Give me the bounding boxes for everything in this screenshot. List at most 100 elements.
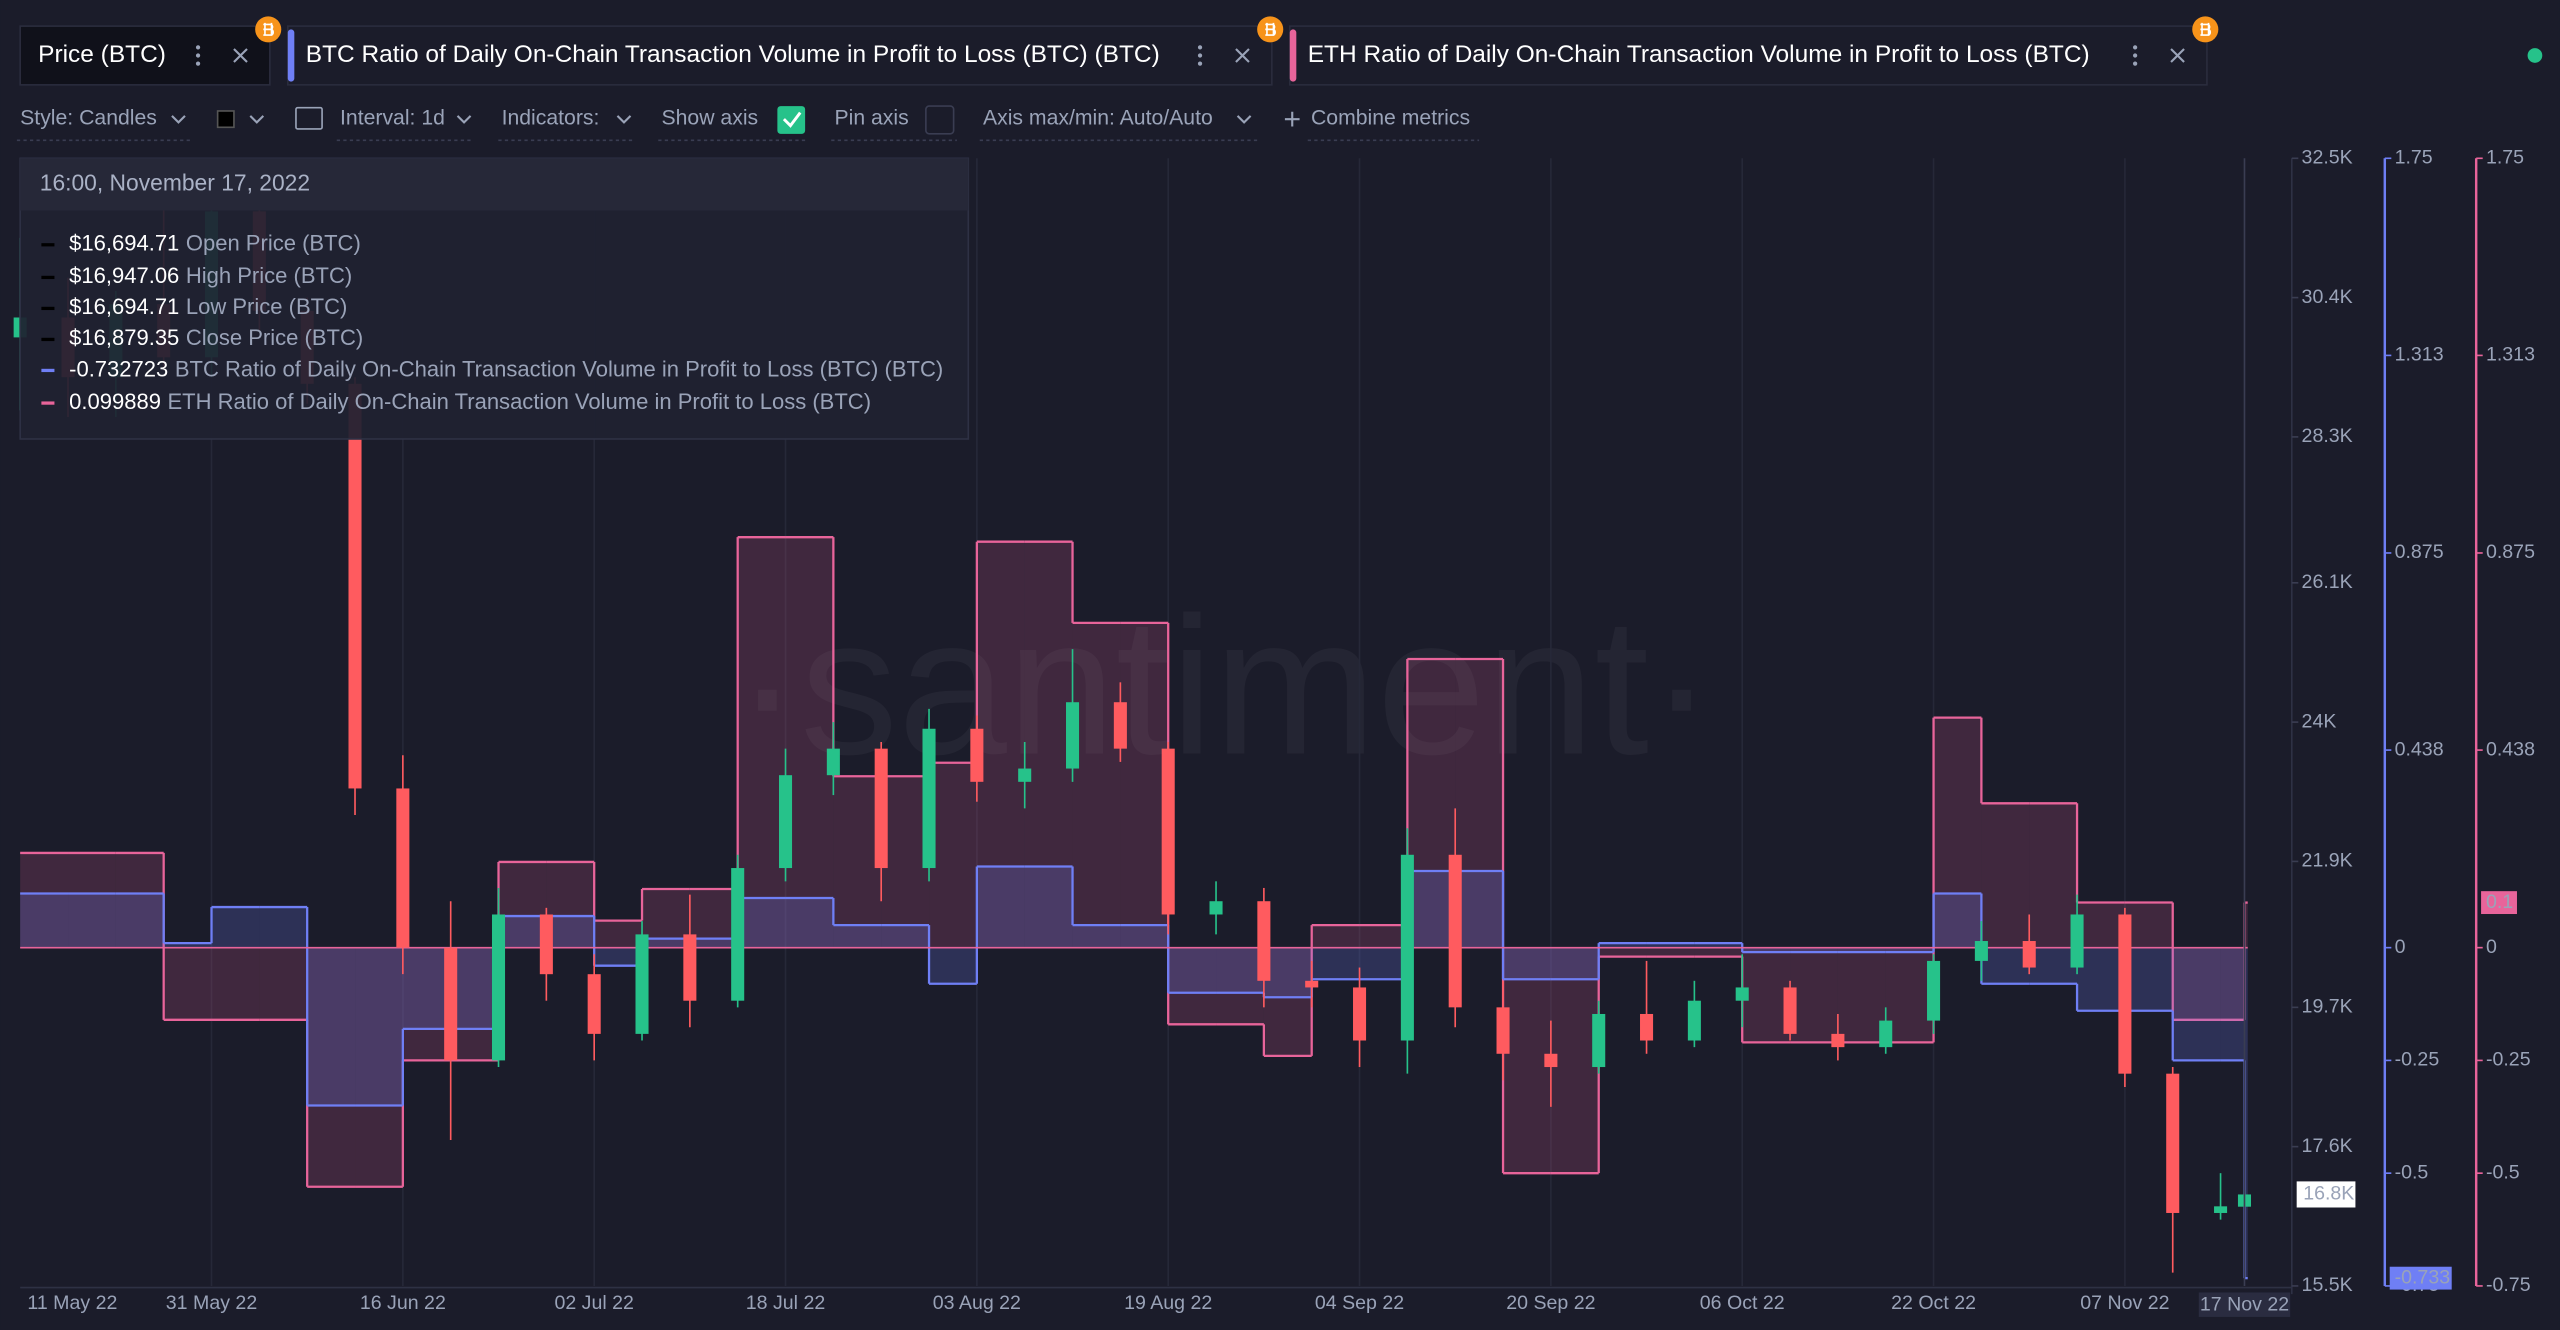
tab-close[interactable] <box>1235 48 1250 63</box>
tab-menu-dot <box>195 61 201 66</box>
ratio-area <box>785 537 834 948</box>
ratio-area <box>2244 947 2248 1279</box>
ratio-area <box>737 537 786 948</box>
toolbar-item[interactable]: Style: Candles <box>20 107 157 130</box>
tooltip-value: $16,879.35 <box>69 325 179 350</box>
ratio-area <box>1933 893 1982 948</box>
ratio-area <box>1120 925 1169 948</box>
candle-body <box>2214 1206 2228 1213</box>
x-tick-label: 18 Jul 22 <box>746 1292 825 1314</box>
ratio-area <box>355 947 403 1187</box>
toolbar-item[interactable]: Combine metrics <box>1311 107 1470 130</box>
tab-menu-dot <box>2132 61 2138 66</box>
candle-body <box>2166 1073 2180 1213</box>
ratio-area <box>307 947 356 1106</box>
tab-menu-dot <box>1197 61 1203 66</box>
check <box>782 111 802 128</box>
ratio-area <box>1598 947 1647 957</box>
chevron <box>249 115 265 124</box>
ratio-area <box>402 947 451 1029</box>
toolbar-item[interactable]: Interval: 1d <box>340 107 445 130</box>
tab[interactable]: Price (BTC) <box>19 16 282 86</box>
ratio-area <box>1024 541 1073 948</box>
ratio-area <box>163 943 212 948</box>
tooltip-name: Open Price (BTC) <box>186 231 361 256</box>
tab-bar: Price (BTC) BTC Ratio of Daily On-Chain T… <box>19 16 2219 86</box>
price-tick-label: 32.5K <box>2302 146 2353 168</box>
tab[interactable]: BTC Ratio of Daily On-Chain Transaction … <box>286 16 1284 86</box>
candle-body <box>1735 987 1749 1001</box>
ratio-area <box>355 947 403 1106</box>
ratio-area <box>1694 947 1743 957</box>
toolbar-item[interactable]: Show axis <box>662 107 759 130</box>
y2-tick-label: -0.25 <box>2395 1049 2440 1071</box>
cursor-label: 17 Nov 22 <box>2200 1294 2289 1316</box>
candle-body <box>396 788 410 948</box>
ratio-area <box>689 938 738 948</box>
ratio-area <box>68 852 116 948</box>
tab-close[interactable] <box>2170 48 2185 63</box>
ratio-area <box>1885 947 1934 953</box>
ratio-area <box>1216 947 1264 993</box>
ratio-area <box>1072 622 1121 948</box>
checkbox-checked[interactable] <box>777 106 806 134</box>
ratio-area <box>2244 902 2248 948</box>
toolbar-item[interactable]: Indicators: <box>502 107 600 130</box>
status-dot <box>2527 48 2543 63</box>
y2-tick-label: -0.5 <box>2395 1161 2429 1183</box>
ratio-area <box>163 947 212 1020</box>
ratio-area <box>594 947 643 966</box>
tab-close[interactable] <box>233 48 248 63</box>
ratio-area <box>1646 943 1695 948</box>
toolbar: Style: Candles Interval: 1d Indicators: Sho… <box>16 105 1480 142</box>
ratio-area <box>1263 947 1312 998</box>
checkbox[interactable] <box>925 105 955 135</box>
y2-tick-label: 0.875 <box>2395 541 2444 563</box>
candle-body <box>1831 1033 1845 1048</box>
candle-body <box>2118 914 2132 1074</box>
ratio-area <box>1407 658 1456 948</box>
ratio-area <box>976 866 1025 948</box>
ratio-area <box>115 852 164 948</box>
chevron <box>616 115 632 124</box>
price-tick-label: 17.6K <box>2302 1135 2353 1157</box>
candle-body <box>731 868 745 1001</box>
candle-body <box>1257 901 1271 981</box>
candle-body <box>778 775 793 869</box>
candle-body <box>1018 768 1032 782</box>
tab-color-bar <box>287 29 295 82</box>
tooltip-value: $16,947.06 <box>69 263 179 288</box>
candle-body <box>635 934 649 1034</box>
series-badge <box>2481 891 2517 915</box>
price-tick-label: 26.1K <box>2302 571 2353 593</box>
ratio-area <box>1024 866 1073 948</box>
candle-body <box>1974 941 1988 961</box>
candle-body <box>1066 702 1080 769</box>
candle-body <box>2022 941 2036 968</box>
ratio-area <box>1837 947 1886 953</box>
ratio-area <box>402 947 451 1061</box>
tab[interactable]: ETH Ratio of Daily On-Chain Transaction … <box>1288 16 2219 86</box>
ratio-area <box>1646 947 1695 957</box>
toolbar-item[interactable]: Pin axis <box>834 107 908 130</box>
ratio-area <box>1455 658 1504 948</box>
ratio-area <box>1168 947 1217 993</box>
series-badge <box>2389 1266 2452 1290</box>
ratio-area <box>1981 803 2030 948</box>
x-tick-label: 16 Jun 22 <box>360 1292 446 1314</box>
ratio-area <box>1407 870 1456 948</box>
tooltip: 16:00, November 17, 2022 $16,694.71 Open P… <box>19 157 970 440</box>
candle-body <box>1448 854 1462 1008</box>
tooltip-value: $16,694.71 <box>69 231 179 256</box>
ratio-area <box>546 916 595 948</box>
y2-tick-label: 0 <box>2395 936 2406 958</box>
toolbar-item[interactable]: Axis max/min: Auto/Auto <box>983 107 1213 130</box>
tab-bg <box>19 25 271 86</box>
plot: ·santiment· <box>13 158 2252 1286</box>
ratio-area <box>2172 947 2221 1061</box>
ratio-area <box>20 893 69 948</box>
tab-label: Price (BTC) <box>38 41 166 68</box>
x-tick-label: 19 Aug 22 <box>1124 1292 1212 1314</box>
candle-body <box>1496 1007 1510 1054</box>
